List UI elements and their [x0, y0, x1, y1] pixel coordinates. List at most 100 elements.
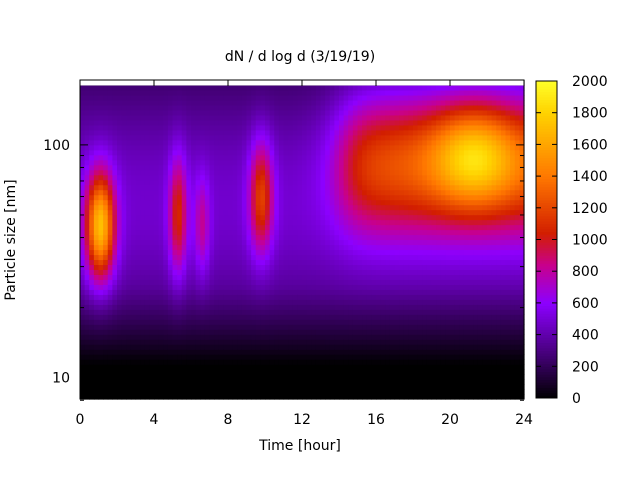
heatmap-cell: [436, 99, 442, 106]
heatmap-cell: [80, 364, 86, 370]
heatmap-cell: [343, 164, 349, 171]
heatmap-cell: [394, 279, 400, 285]
heatmap-cell: [112, 369, 118, 375]
heatmap-cell: [232, 309, 238, 315]
heatmap-cell: [306, 214, 312, 221]
heatmap-cell: [426, 344, 433, 350]
heatmap-cell: [413, 99, 419, 106]
heatmap-cell: [107, 264, 113, 270]
heatmap-cell: [251, 214, 257, 221]
heatmap-cell: [241, 379, 248, 385]
heatmap-cell: [167, 364, 174, 370]
heatmap-cell: [98, 344, 104, 350]
heatmap-cell: [204, 89, 211, 96]
heatmap-cell: [343, 329, 349, 335]
heatmap-cell: [255, 189, 261, 196]
heatmap-cell: [204, 204, 211, 211]
heatmap-cell: [417, 389, 423, 395]
heatmap-cell: [288, 94, 294, 101]
heatmap-cell: [362, 344, 368, 350]
heatmap-cell: [431, 369, 437, 375]
heatmap-cell: [278, 349, 285, 355]
heatmap-cell: [283, 309, 289, 315]
heatmap-cell: [283, 164, 289, 171]
heatmap-cell: [214, 304, 220, 310]
heatmap-cell: [376, 199, 382, 206]
heatmap-cell: [431, 344, 437, 350]
heatmap-cell: [167, 139, 174, 146]
heatmap-cell: [140, 254, 146, 261]
heatmap-cell: [422, 359, 428, 365]
heatmap-cell: [371, 389, 377, 395]
heatmap-cell: [357, 354, 363, 360]
heatmap-cell: [223, 194, 229, 201]
heatmap-cell: [366, 274, 372, 280]
heatmap-cell: [403, 109, 409, 116]
heatmap-cell: [172, 124, 178, 131]
heatmap-cell: [186, 284, 192, 290]
heatmap-cell: [144, 94, 150, 101]
heatmap-cell: [186, 154, 192, 161]
heatmap-cell: [357, 364, 363, 370]
heatmap-cell: [126, 364, 132, 370]
heatmap-cell: [339, 109, 345, 116]
heatmap-cell: [237, 99, 243, 106]
heatmap-cell: [339, 394, 345, 400]
heatmap-cell: [181, 249, 187, 256]
heatmap-cell: [306, 354, 312, 360]
heatmap-cell: [385, 119, 391, 126]
heatmap-cell: [260, 369, 266, 375]
heatmap-cell: [251, 159, 257, 166]
heatmap-cell: [385, 219, 391, 226]
heatmap-cell: [158, 149, 164, 156]
heatmap-cell: [422, 354, 428, 360]
heatmap-cell: [403, 314, 409, 320]
heatmap-cell: [200, 84, 206, 91]
heatmap-cell: [107, 329, 113, 335]
heatmap-cell: [417, 259, 423, 266]
heatmap-cell: [172, 254, 178, 261]
heatmap-cell: [89, 284, 95, 290]
heatmap-cell: [288, 394, 294, 400]
heatmap-cell: [204, 104, 211, 111]
heatmap-cell: [232, 259, 238, 266]
heatmap-cell: [84, 314, 90, 320]
heatmap-cell: [366, 264, 372, 270]
heatmap-cell: [329, 164, 335, 171]
heatmap-cell: [163, 184, 169, 191]
heatmap-cell: [89, 189, 95, 196]
heatmap-cell: [389, 114, 396, 121]
heatmap-cell: [107, 229, 113, 236]
heatmap-cell: [362, 334, 368, 340]
heatmap-cell: [431, 329, 437, 335]
heatmap-cell: [371, 84, 377, 91]
heatmap-cell: [98, 119, 104, 126]
heatmap-cell: [255, 389, 261, 395]
heatmap-cell: [195, 214, 201, 221]
heatmap-cell: [195, 204, 201, 211]
heatmap-cell: [265, 274, 271, 280]
heatmap-cell: [325, 289, 331, 295]
heatmap-cell: [426, 229, 433, 236]
heatmap-cell: [209, 219, 215, 226]
heatmap-cell: [339, 204, 345, 211]
heatmap-cell: [394, 154, 400, 161]
heatmap-cell: [422, 379, 428, 385]
heatmap-cell: [283, 384, 289, 390]
heatmap-cell: [107, 244, 113, 251]
heatmap-cell: [144, 179, 150, 186]
heatmap-cell: [214, 339, 220, 345]
heatmap-cell: [228, 99, 234, 106]
heatmap-cell: [112, 149, 118, 156]
heatmap-cell: [288, 154, 294, 161]
heatmap-cell: [376, 114, 382, 121]
heatmap-cell: [436, 244, 442, 251]
heatmap-cell: [177, 189, 183, 196]
heatmap-cell: [352, 209, 359, 216]
heatmap-cell: [163, 244, 169, 251]
heatmap-cell: [93, 189, 100, 196]
heatmap-cell: [315, 374, 322, 380]
heatmap-cell: [117, 179, 123, 186]
heatmap-cell: [80, 264, 86, 270]
heatmap-cell: [214, 264, 220, 270]
